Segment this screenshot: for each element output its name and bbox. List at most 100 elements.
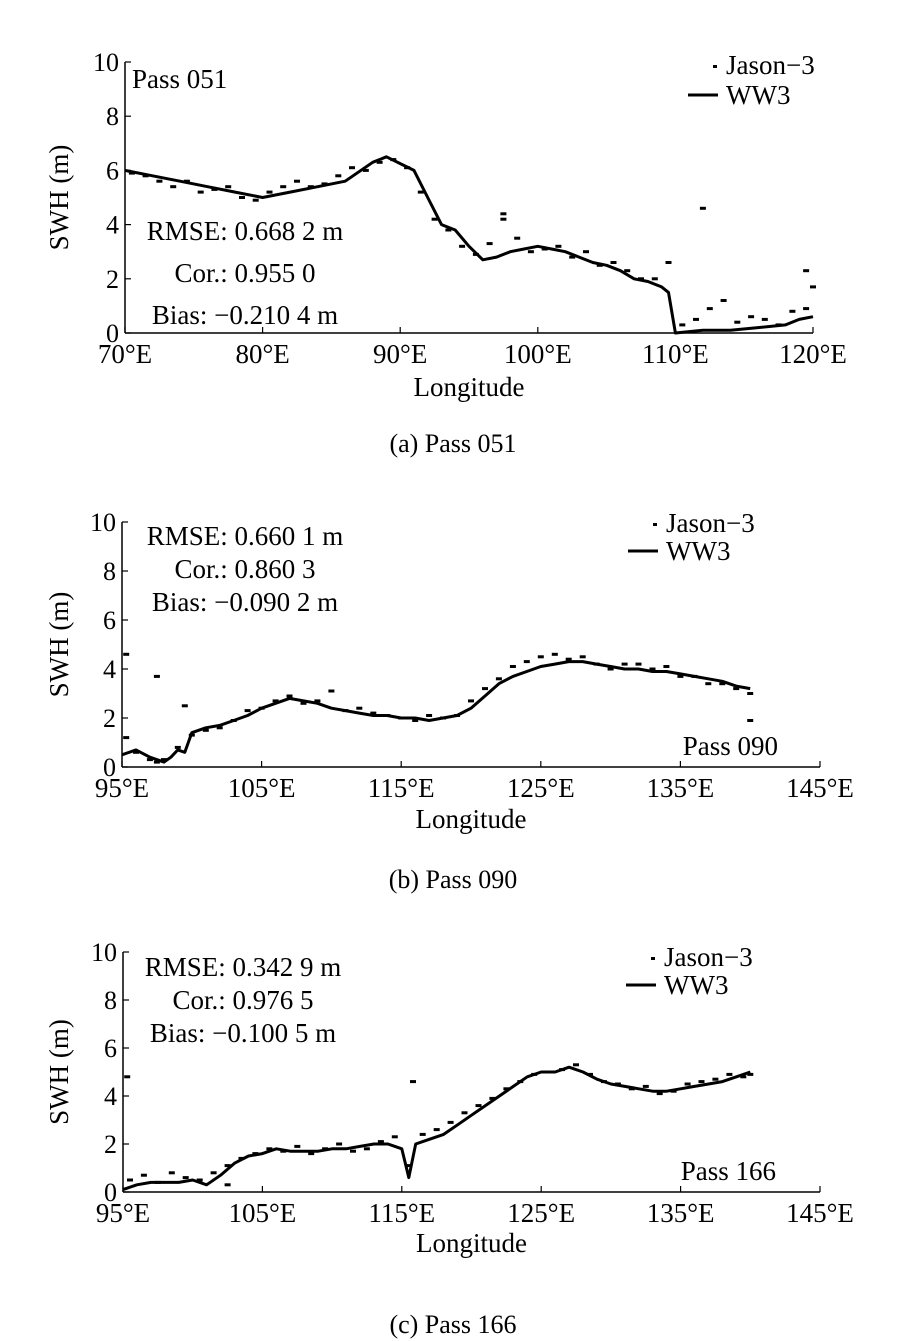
- jason3-point: [335, 174, 342, 178]
- jason3-point: [123, 652, 130, 656]
- jason3-point: [181, 704, 188, 708]
- jason3-point: [698, 1080, 705, 1084]
- chart-panel: 0 2 4 6 8 10 70°E 80°E 90°E 100°E 110°E 120°E Longit…: [44, 48, 847, 458]
- jason3-point: [170, 185, 177, 189]
- pass-label: Pass 090: [683, 731, 778, 761]
- x-tick-label: 70°E: [98, 339, 152, 369]
- stats-text: RMSE: 0.342 9 m: [145, 952, 342, 982]
- stats-text: RMSE: 0.660 1 m: [147, 521, 344, 551]
- x-tick-label: 125°E: [507, 1198, 575, 1228]
- legend-label: Jason−3: [664, 942, 753, 972]
- jason3-point: [202, 728, 209, 732]
- jason3-point: [651, 277, 658, 281]
- jason3-point: [252, 198, 259, 202]
- jason3-point: [482, 687, 488, 691]
- jason3-point: [356, 706, 363, 710]
- y-tick-label: 2: [103, 704, 116, 733]
- jason3-point: [514, 236, 521, 240]
- jason3-point: [294, 179, 300, 183]
- y-axis-label: SWH (m): [44, 145, 74, 251]
- jason3-point: [445, 228, 452, 232]
- jason3-point: [405, 1164, 412, 1168]
- jason3-point: [300, 701, 307, 705]
- jason3-point: [124, 1075, 131, 1079]
- x-axis-label: Longitude: [416, 804, 527, 834]
- legend-marker-points: [651, 957, 655, 960]
- jason3-point: [624, 269, 631, 273]
- jason3-point: [726, 1072, 733, 1076]
- stats-text: Cor.: 0.955 0: [174, 258, 315, 288]
- jason3-point: [308, 1152, 315, 1156]
- jason3-point: [810, 285, 816, 289]
- jason3-point: [350, 1149, 356, 1153]
- y-axis-label: SWH (m): [44, 1019, 74, 1125]
- jason3-point: [803, 307, 810, 311]
- jason3-point: [579, 655, 586, 659]
- jason3-point: [663, 665, 670, 668]
- legend-label: WW3: [726, 80, 790, 110]
- jason3-point: [224, 1183, 231, 1187]
- jason3-point: [314, 699, 321, 703]
- jason3-point: [153, 760, 160, 764]
- jason3-point: [537, 655, 544, 659]
- jason3-point: [475, 1104, 482, 1108]
- stats-text: Bias: −0.100 5 m: [150, 1018, 336, 1048]
- jason3-point: [272, 699, 279, 703]
- x-tick-label: 120°E: [779, 339, 847, 369]
- jason3-point: [551, 652, 558, 656]
- y-tick-label: 6: [104, 1034, 117, 1063]
- jason3-point: [391, 1135, 398, 1139]
- y-tick-label: 10: [90, 508, 116, 537]
- jason3-point: [140, 1173, 147, 1177]
- x-tick-label: 110°E: [642, 339, 709, 369]
- jason3-point: [607, 667, 614, 671]
- y-tick-label: 8: [103, 557, 116, 586]
- jason3-point: [244, 709, 251, 713]
- jason3-point: [426, 714, 433, 717]
- chart-panel: 0 2 4 6 8 10 95°E 105°E 115°E 125°E 135°E 145°E Long…: [44, 938, 854, 1339]
- jason3-point: [210, 1171, 217, 1175]
- stats-text: Cor.: 0.860 3: [174, 554, 315, 584]
- legend-label: WW3: [666, 536, 730, 566]
- jason3-point: [679, 323, 686, 327]
- jason3-point: [684, 1082, 691, 1086]
- jason3-point: [146, 758, 153, 762]
- x-tick-label: 115°E: [368, 773, 435, 803]
- jason3-point: [328, 689, 335, 693]
- y-tick-label: 4: [106, 211, 119, 240]
- y-tick-label: 0: [106, 319, 119, 348]
- jason3-point: [705, 682, 712, 686]
- y-tick-label: 4: [104, 1082, 117, 1111]
- y-tick-label: 2: [106, 265, 119, 294]
- y-tick-label: 10: [93, 48, 119, 77]
- jason3-point: [677, 674, 684, 678]
- x-tick-label: 125°E: [507, 773, 575, 803]
- ww3-line: [121, 660, 751, 764]
- x-tick-label: 100°E: [504, 339, 572, 369]
- x-tick-label: 80°E: [235, 339, 289, 369]
- jason3-point: [573, 1063, 579, 1067]
- legend-label: Jason−3: [726, 50, 815, 80]
- jason3-point: [610, 261, 617, 264]
- y-tick-label: 8: [106, 102, 119, 131]
- chart-panel: 0 2 4 6 8 10 95°E 105°E 115°E 125°E 135°E 145°E Long…: [44, 508, 854, 894]
- legend-label: WW3: [664, 970, 728, 1000]
- ww3-line: [124, 155, 814, 335]
- y-tick-label: 2: [104, 1130, 117, 1159]
- jason3-point: [239, 196, 245, 199]
- jason3-point: [583, 250, 589, 254]
- jason3-point: [376, 160, 383, 164]
- jason3-point: [123, 736, 130, 740]
- x-axis-label: Longitude: [416, 1228, 527, 1258]
- jason3-point: [527, 250, 534, 254]
- jason3-point: [196, 1178, 203, 1182]
- jason3-point: [642, 1084, 649, 1088]
- x-axis-label: Longitude: [414, 372, 525, 402]
- jason3-point: [160, 758, 167, 762]
- jason3-point: [362, 168, 369, 172]
- jason3-point: [712, 1077, 719, 1081]
- jason3-point: [803, 269, 810, 273]
- jason3-point: [720, 299, 727, 302]
